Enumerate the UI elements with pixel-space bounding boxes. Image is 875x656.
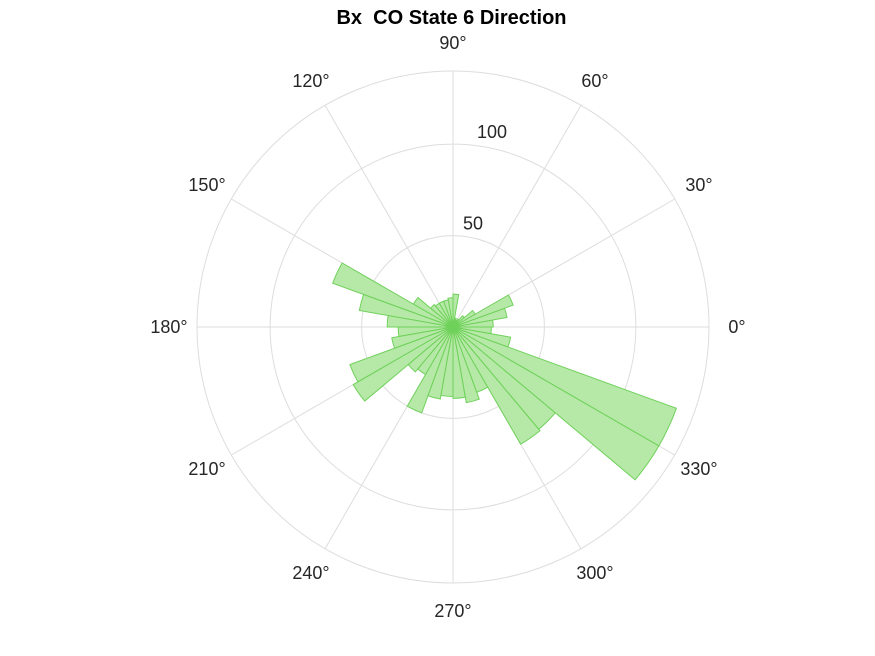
angle-label-210: 210°	[188, 459, 225, 479]
bar-2	[452, 294, 514, 328]
bar-17	[386, 314, 454, 328]
grid-spoke-2	[452, 105, 582, 328]
angle-label-30: 30°	[685, 175, 712, 195]
bar-30	[452, 326, 541, 445]
bar-34	[452, 326, 512, 348]
bar-35	[452, 326, 492, 335]
angle-label-300: 300°	[576, 563, 613, 583]
bar-25	[427, 326, 454, 400]
bars	[332, 262, 678, 481]
angle-label-60: 60°	[581, 71, 608, 91]
radius-label-50: 50	[463, 214, 483, 234]
radius-label-100: 100	[477, 122, 507, 142]
bar-33	[452, 326, 678, 447]
bar-15	[332, 262, 454, 328]
bar-8	[452, 293, 460, 328]
bar-24	[406, 326, 454, 414]
angle-label-330: 330°	[680, 459, 717, 479]
bar-21	[352, 326, 454, 402]
chart-title: Bx CO State 6 Direction	[336, 7, 567, 29]
angle-label-270: 270°	[434, 601, 471, 621]
angle-label-0: 0°	[728, 317, 745, 337]
angle-label-150: 150°	[188, 175, 225, 195]
bar-22	[407, 326, 454, 373]
angle-label-90: 90°	[439, 33, 466, 53]
angle-label-120: 120°	[292, 71, 329, 91]
angle-label-240: 240°	[292, 563, 329, 583]
grid-spoke-4	[324, 105, 454, 328]
bar-16	[358, 293, 454, 328]
angle-label-180: 180°	[150, 317, 187, 337]
tick-labels: 0° 30° 60° 90° 120° 150° 180° 210° 240° 270° 300° 3…	[150, 33, 745, 621]
